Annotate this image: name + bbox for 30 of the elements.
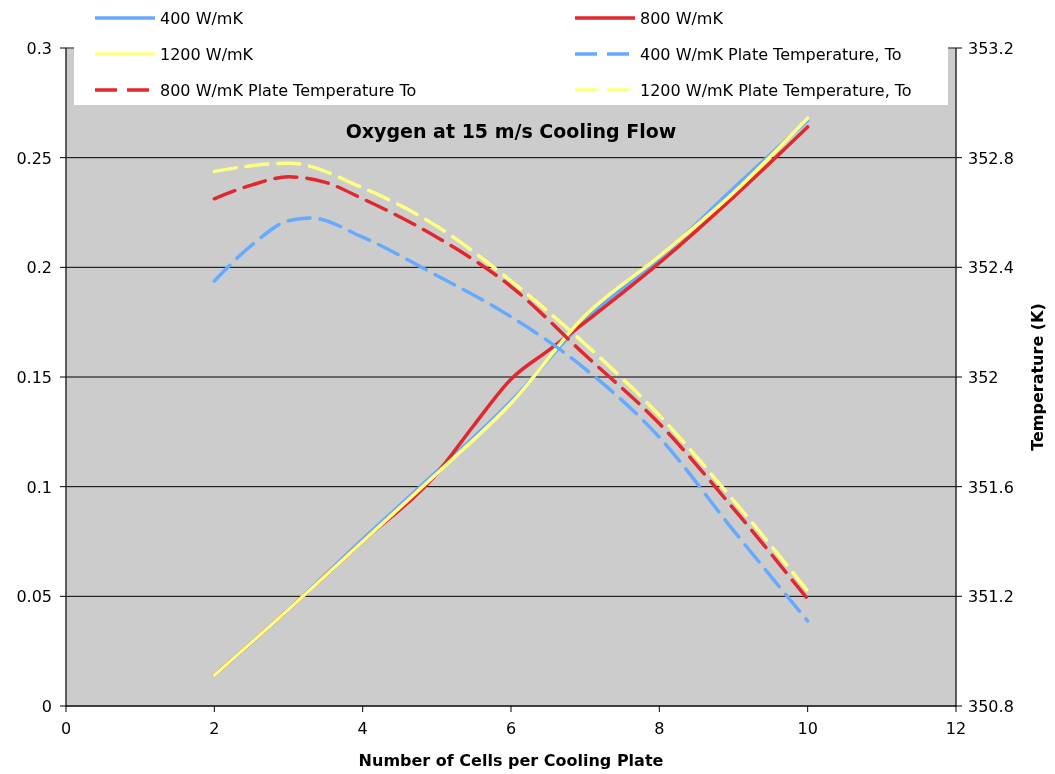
x-tick-label: 6 (505, 719, 517, 738)
y2-tick-label: 352 (968, 368, 999, 387)
y2-tick-label: 351.2 (968, 587, 1014, 607)
x-tick-label: 10 (797, 719, 818, 738)
x-tick-label: 4 (357, 719, 368, 738)
y-tick-label: 0.05 (16, 587, 52, 607)
y-tick-label: 0 (41, 697, 52, 716)
y2-tick-label: 351.6 (968, 477, 1014, 497)
y2-tick-label: 352.4 (968, 258, 1014, 278)
y2-axis-title: Temperature (K) (1028, 303, 1047, 451)
x-tick-label: 8 (654, 719, 665, 738)
x-tick-label: 0 (60, 719, 72, 738)
x-axis-title: Number of Cells per Cooling Plate (358, 751, 664, 770)
legend-label: 1200 W/mK (160, 45, 254, 64)
legend-label: 1200 W/mK Plate Temperature, To (640, 81, 912, 100)
text: Oxygen at 15 m/s Cooling Flow (345, 120, 677, 142)
legend-label: 400 W/mK Plate Temperature, To (640, 45, 902, 64)
y-tick-label: 0.2 (26, 258, 52, 278)
legend-label: 400 W/mK (160, 9, 244, 28)
y2-tick-label: 352.8 (968, 148, 1014, 168)
y2-tick-label: 350.8 (968, 697, 1014, 716)
y-tick-label: 0.1 (26, 477, 52, 497)
y2-tick-label: 353.2 (968, 39, 1014, 58)
x-tick-label: 2 (209, 719, 220, 738)
x-tick-label: 12 (945, 719, 967, 738)
legend-label: 800 W/mK (640, 9, 724, 28)
legend-label: 800 W/mK Plate Temperature To (160, 81, 417, 100)
y-tick-label: 0.15 (16, 368, 52, 387)
y-tick-label: 0.25 (16, 148, 52, 168)
y-tick-label: 0.3 (26, 39, 52, 58)
